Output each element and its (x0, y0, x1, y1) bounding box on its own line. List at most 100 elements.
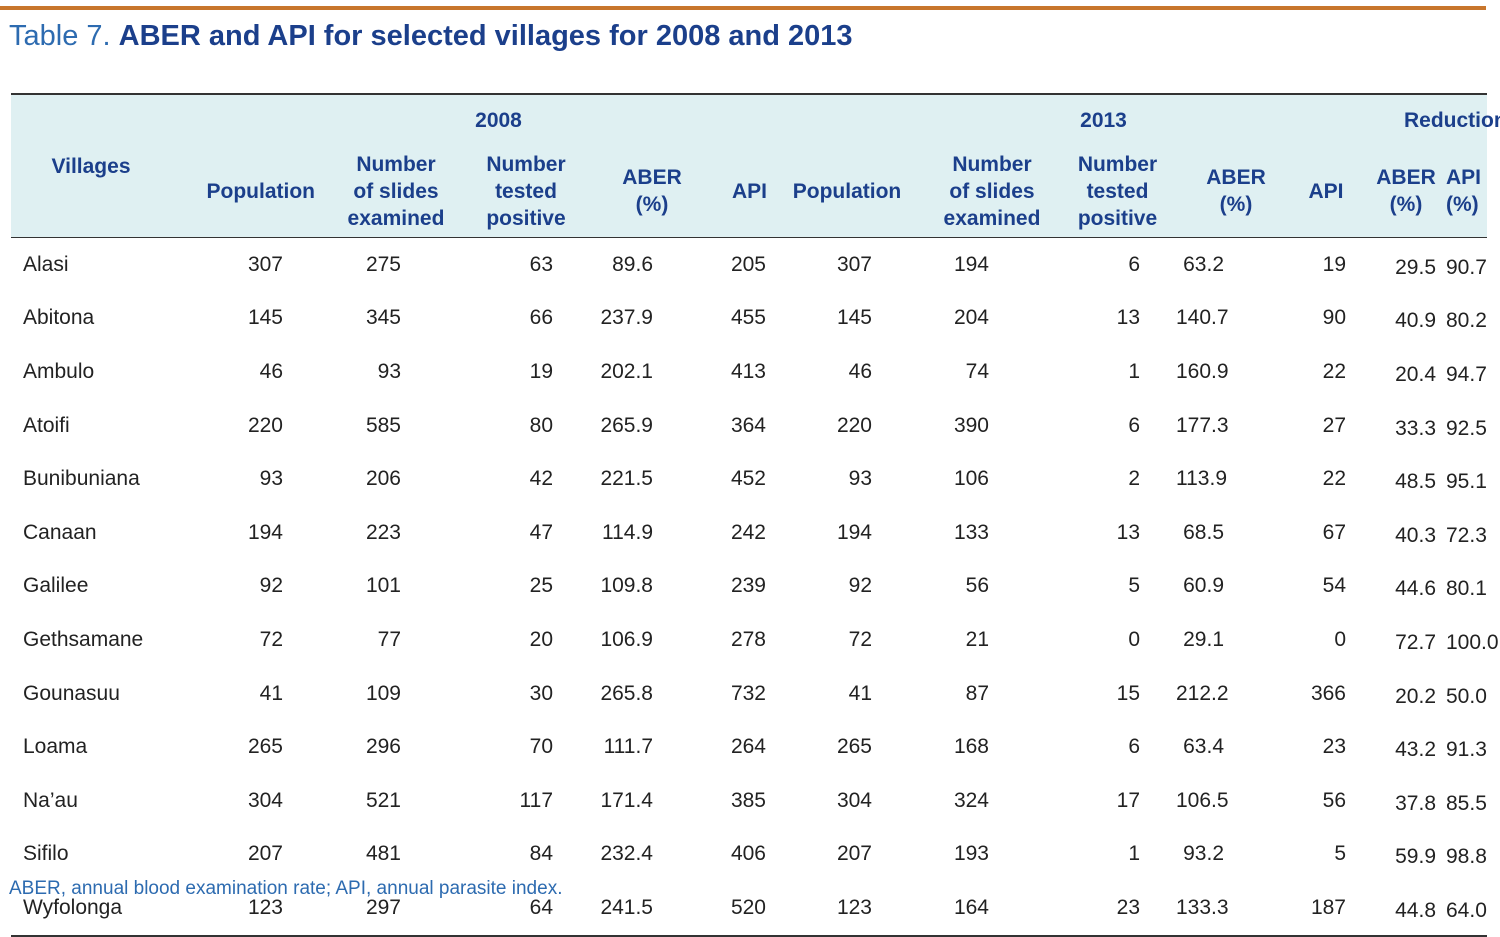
value-cell: 89.6 (612, 252, 653, 276)
value-cell: 304 (247, 788, 283, 812)
value-cell: 13 (1116, 520, 1140, 544)
year-2008-header: 2008 (475, 108, 522, 132)
value-cell: 207 (836, 842, 872, 866)
value-cell: 265 (247, 735, 283, 759)
value-cell: 106.9 (600, 627, 653, 651)
value-cell: 1 (1128, 359, 1140, 383)
value-cell: 56 (965, 574, 989, 598)
table-row: Gounasuu 41 109 30 265.8 732 41 87 15 212.2 366 20.… (11, 667, 1487, 721)
village-name-cell: Galilee (23, 574, 89, 598)
value-cell: 6 (1128, 735, 1140, 759)
value-cell: 171.4 (600, 788, 653, 812)
column-header-line: (%) (1446, 193, 1479, 216)
value-cell: 521 (365, 788, 401, 812)
table-row: Canaan 194 223 47 114.9 242 194 133 13 68.5 67 40.3… (11, 506, 1487, 560)
village-name-cell: Canaan (23, 520, 97, 544)
reduction-cell: 40.9 (1395, 309, 1436, 333)
villages-header: Villages (51, 155, 131, 178)
value-cell: 23 (1322, 735, 1346, 759)
village-name-cell: Gounasuu (23, 681, 120, 705)
value-cell: 205 (730, 252, 766, 276)
value-cell: 109.8 (600, 574, 653, 598)
value-cell: 87 (965, 681, 989, 705)
column-header-line: API (1446, 166, 1482, 189)
value-cell: 15 (1116, 681, 1140, 705)
value-cell: 93 (377, 359, 401, 383)
value-cell: 265.9 (600, 413, 653, 437)
value-cell: 452 (730, 467, 766, 491)
column-header: Number of slides examined (321, 145, 451, 238)
value-cell: 275 (365, 252, 401, 276)
value-cell: 345 (365, 306, 401, 330)
value-cell: 84 (529, 842, 553, 866)
table-row: Sifilo 207 481 84 232.4 406 207 193 1 93.2 5 59.9 98… (11, 828, 1487, 882)
column-header-line: Number (486, 152, 566, 176)
value-cell: 241.5 (600, 895, 653, 919)
village-name-cell: Bunibuniana (23, 467, 140, 491)
reduction-cell: 33.3 (1395, 416, 1436, 440)
column-header-line: examined (943, 206, 1041, 230)
value-cell: 63.2 (1183, 252, 1224, 276)
value-cell: 264 (730, 735, 766, 759)
value-cell: 221.5 (600, 467, 653, 491)
value-cell: 160.9 (1176, 359, 1229, 383)
value-cell: 117 (519, 788, 553, 812)
value-cell: 194 (247, 520, 283, 544)
reduction-cell: 20.2 (1395, 684, 1436, 708)
column-header: API (1276, 145, 1356, 238)
column-header-line: Population (206, 179, 316, 203)
village-name-cell: Loama (23, 735, 88, 759)
column-header-line: ABER (622, 166, 682, 189)
value-cell: 145 (836, 306, 872, 330)
column-header-line: examined (347, 206, 445, 230)
reduction-cell: 59.9 (1395, 845, 1436, 869)
value-cell: 296 (365, 735, 401, 759)
value-cell: 0 (1334, 627, 1346, 651)
value-cell: 123 (836, 895, 872, 919)
value-cell: 585 (365, 413, 401, 437)
reduction-cell: 50.0 (1446, 684, 1487, 708)
reduction-cell: 37.8 (1395, 791, 1436, 815)
value-cell: 385 (730, 788, 766, 812)
value-cell: 177.3 (1176, 413, 1229, 437)
value-cell: 93.2 (1183, 842, 1224, 866)
column-header: API (%) (1446, 145, 1487, 238)
value-cell: 20 (529, 627, 553, 651)
reduction-cell: 48.5 (1395, 470, 1436, 494)
value-cell: 304 (836, 788, 872, 812)
value-cell: 242 (730, 520, 766, 544)
value-cell: 481 (365, 842, 401, 866)
value-cell: 22 (1322, 467, 1346, 491)
footnote: ABER, annual blood examination rate; API… (9, 878, 563, 899)
column-header-line: (%) (1389, 193, 1423, 216)
column-header-line: Number (952, 152, 1032, 176)
value-cell: 60.9 (1183, 574, 1224, 598)
value-cell: 114.9 (602, 520, 653, 544)
value-cell: 93 (259, 467, 283, 491)
year-2013-header: 2013 (1080, 108, 1127, 132)
value-cell: 206 (365, 467, 401, 491)
reduction-cell: 85.5 (1446, 791, 1487, 815)
reduction-cell: 44.6 (1395, 577, 1436, 601)
value-cell: 90 (1322, 306, 1346, 330)
column-header-line: of slides (353, 179, 439, 203)
value-cell: 46 (848, 359, 872, 383)
value-cell: 41 (848, 681, 872, 705)
value-cell: 232.4 (600, 842, 653, 866)
table-row: Abitona 145 345 66 237.9 455 145 204 13 140.7 90 40… (11, 292, 1487, 346)
value-cell: 133 (953, 520, 989, 544)
value-cell: 187 (1310, 895, 1346, 919)
table-row: Bunibuniana 93 206 42 221.5 452 93 106 2 113.9 22 4… (11, 452, 1487, 506)
value-cell: 220 (836, 413, 872, 437)
table-number: Table 7. (9, 20, 111, 52)
village-name-cell: Atoifi (23, 413, 70, 437)
data-table-container: Villages 2008 2013 Reduction Population N… (11, 93, 1500, 937)
reduction-cell: 98.8 (1446, 845, 1487, 869)
value-cell: 72 (259, 627, 283, 651)
village-name-cell: Na’au (23, 788, 78, 812)
value-cell: 520 (730, 895, 766, 919)
column-header: Population (171, 145, 321, 238)
value-cell: 406 (730, 842, 766, 866)
column-header-row: Population Number of slides examined Number t… (11, 145, 1488, 238)
value-cell: 207 (247, 842, 283, 866)
